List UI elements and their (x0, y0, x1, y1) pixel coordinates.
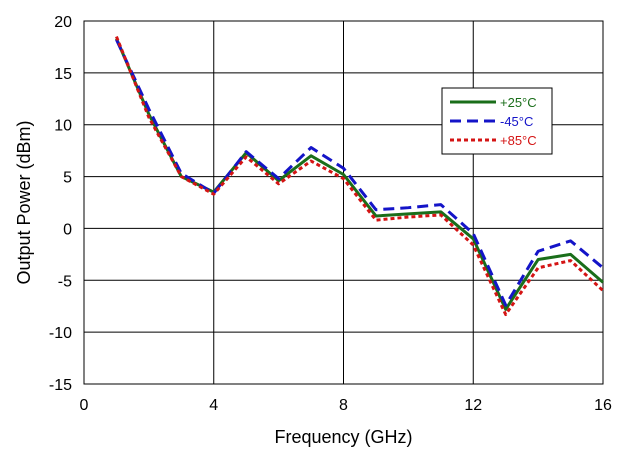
y-tick-label: 0 (63, 221, 72, 238)
x-tick-label: 8 (339, 397, 348, 414)
y-tick-label: -10 (49, 325, 72, 342)
y-axis-title: Output Power (dBm) (14, 120, 34, 284)
y-tick-label: -5 (58, 273, 72, 290)
legend-label: +25°C (500, 95, 537, 110)
y-tick-label: -15 (49, 377, 72, 394)
x-tick-label: 12 (464, 397, 482, 414)
y-tick-label: 10 (54, 118, 72, 135)
y-axis-ticks: -15 -10 -5 0 5 10 15 20 (49, 14, 72, 394)
plot-area-frame (83, 20, 604, 385)
series-line-2 (115, 35, 605, 317)
series-line-0 (115, 38, 604, 311)
x-axis-ticks: 0 4 8 12 16 (80, 397, 612, 414)
x-axis-title: Frequency (GHz) (274, 427, 412, 447)
x-tick-label: 0 (80, 397, 89, 414)
series-line-1 (115, 39, 604, 307)
series-lines (115, 35, 605, 317)
y-tick-label: 5 (63, 170, 72, 187)
x-tick-label: 16 (594, 397, 612, 414)
y-tick-label: 20 (54, 14, 72, 31)
legend: +25°C -45°C +85°C (441, 87, 553, 155)
legend-label: +85°C (500, 133, 537, 148)
y-tick-label: 15 (54, 66, 72, 83)
x-tick-label: 4 (209, 397, 218, 414)
grid (84, 21, 603, 384)
legend-label: -45°C (500, 114, 533, 129)
